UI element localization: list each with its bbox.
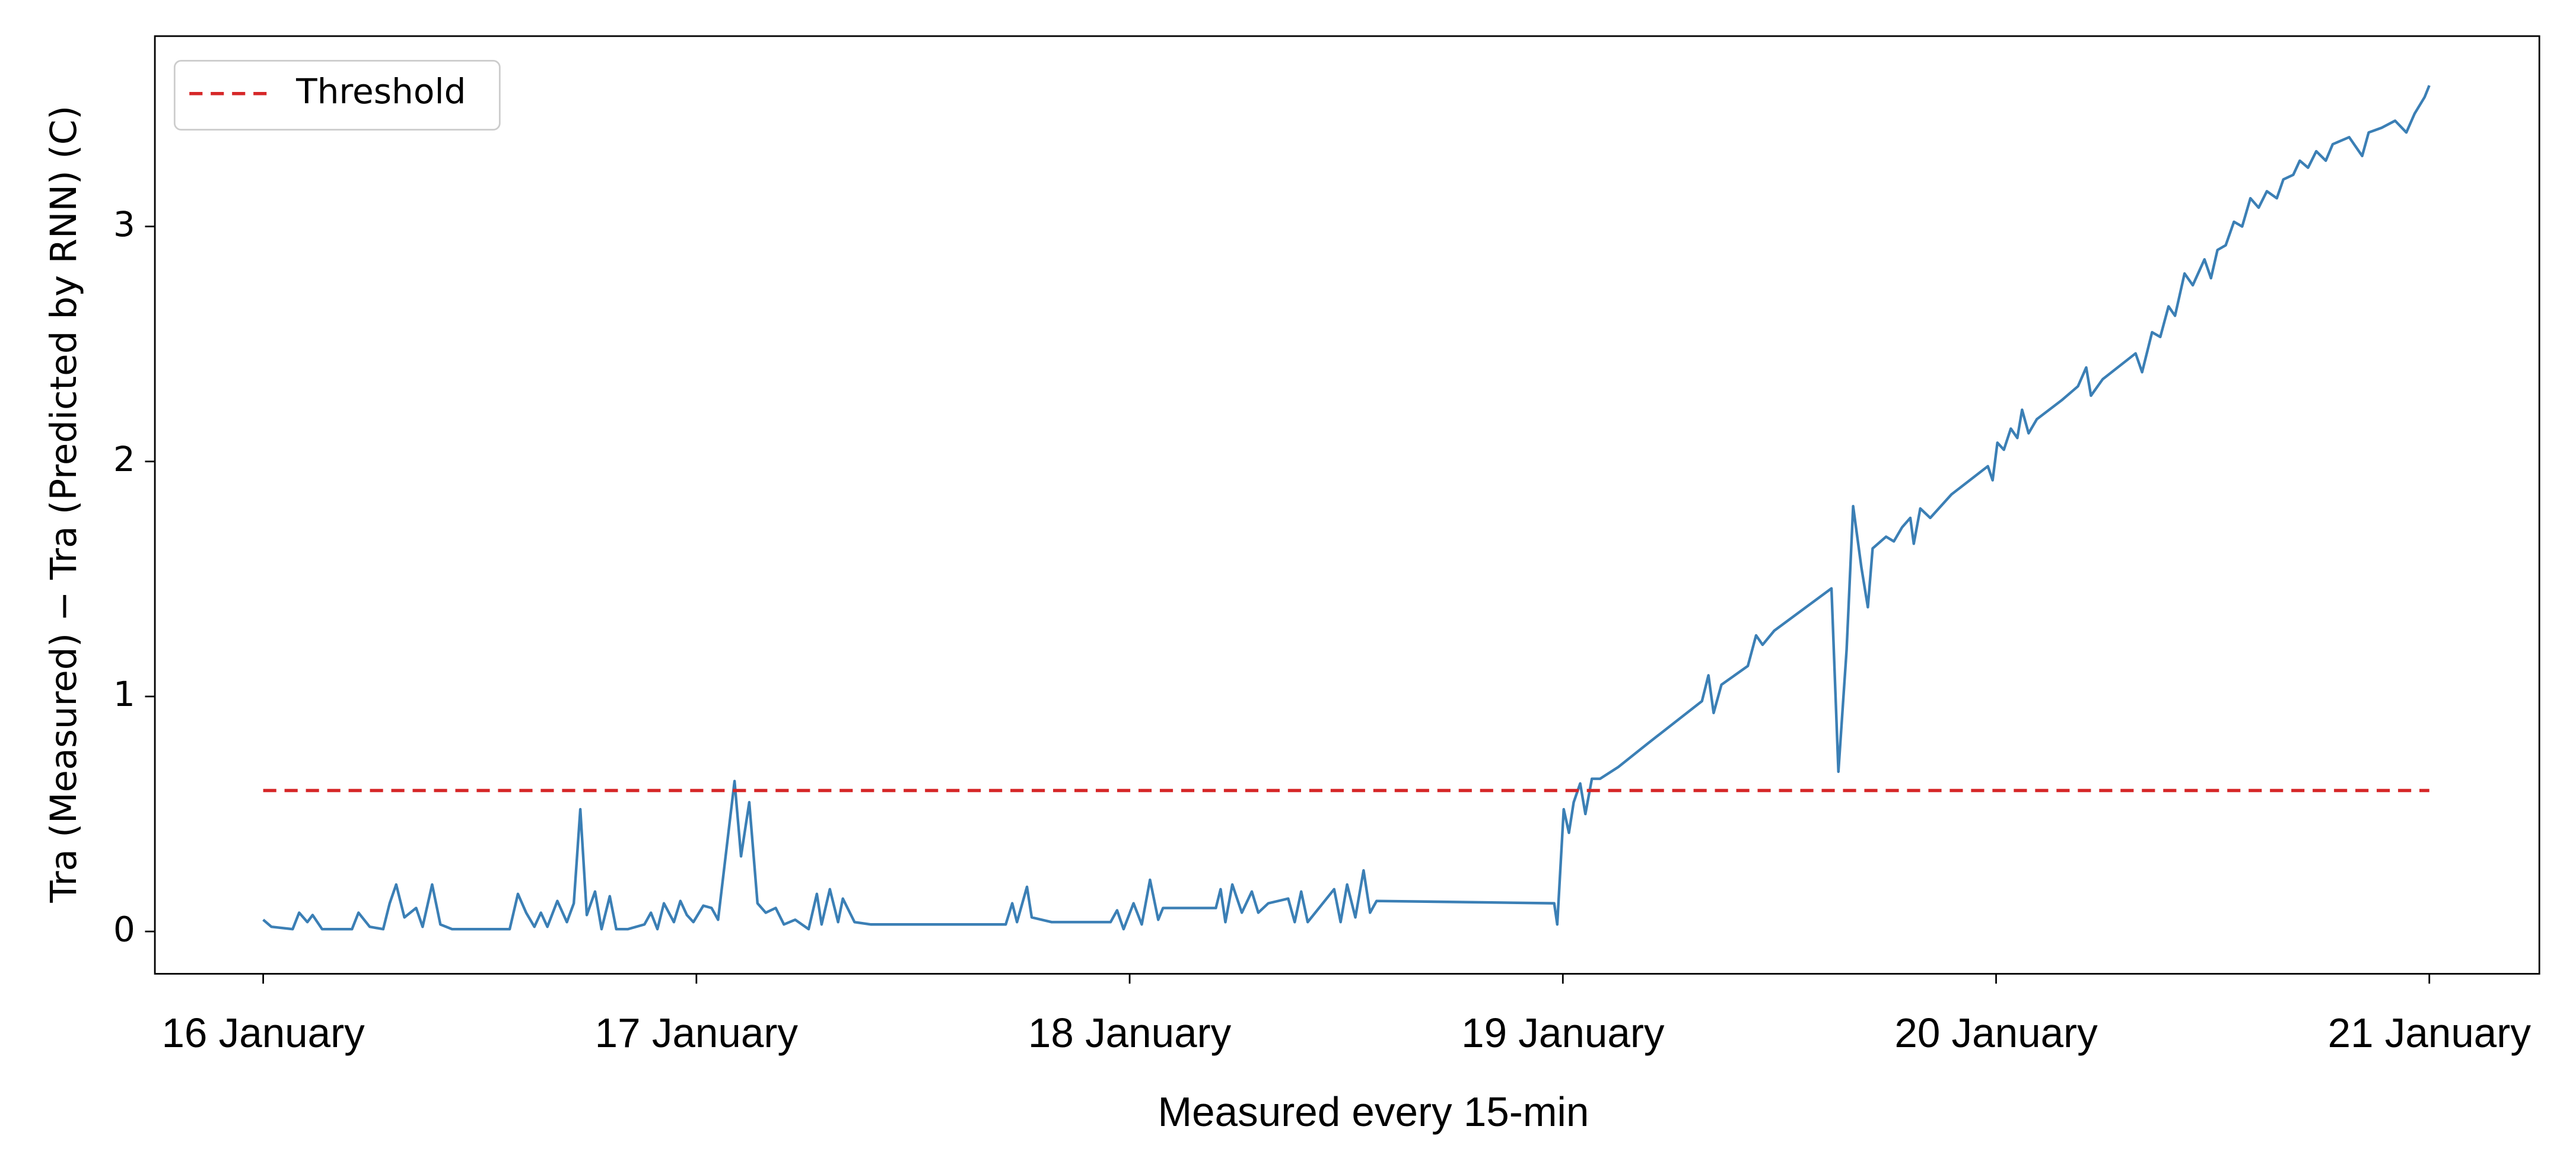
y-tick-label: 0 [113, 909, 135, 949]
legend-box [173, 60, 501, 131]
x-tick-label: 20 January [1894, 1010, 2098, 1056]
y-tick-label: 2 [113, 439, 135, 479]
data-line [262, 85, 2431, 931]
x-tick-label: 18 January [1028, 1010, 1232, 1056]
x-tick-label: 19 January [1461, 1010, 1665, 1056]
legend-label: Threshold [295, 71, 466, 112]
plot-frame [154, 35, 2540, 975]
x-tick-label: 17 January [595, 1010, 799, 1056]
y-axis-label: Tra (Measured) − Tra (Predicted by RNN) … [43, 106, 85, 904]
y-tick-label: 1 [113, 674, 135, 714]
x-tick-label: 21 January [2328, 1010, 2532, 1056]
x-axis-label: Measured every 15-min [1158, 1089, 1589, 1135]
x-tick-label: 16 January [161, 1010, 365, 1056]
y-tick-label: 3 [113, 204, 135, 244]
